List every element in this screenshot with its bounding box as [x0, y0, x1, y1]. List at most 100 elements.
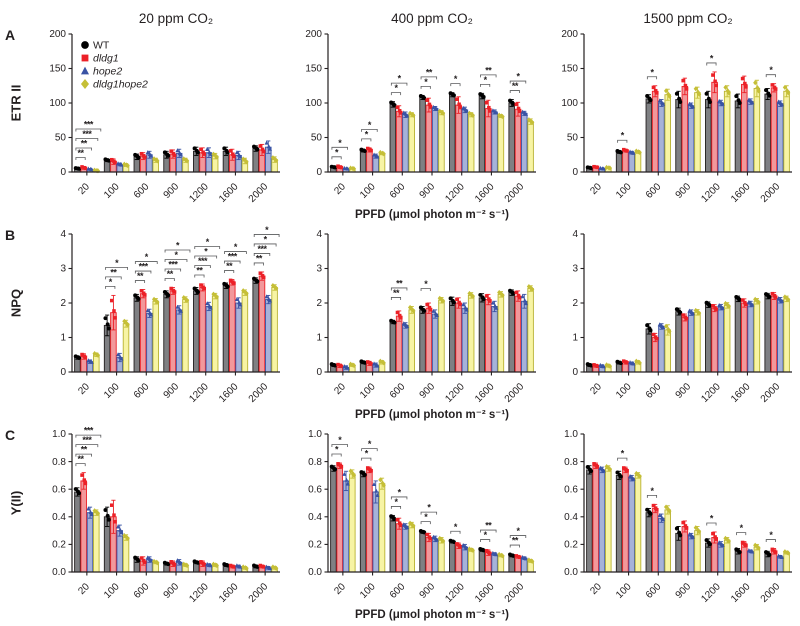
triangle-marker [490, 550, 495, 555]
x-tick-label: 600 [388, 381, 408, 401]
bar [116, 530, 123, 573]
diamond-marker [381, 482, 386, 488]
bar [694, 530, 701, 573]
triangle-marker [690, 104, 695, 109]
x-tick-label: 1200 [443, 381, 467, 405]
triangle-marker [115, 161, 121, 166]
sig-bracket [420, 86, 431, 89]
y-tick-label: 0.0 [52, 567, 66, 578]
row-b-gutter: B NPQ [0, 226, 32, 426]
diamond-marker [663, 504, 669, 510]
bar [514, 295, 522, 373]
circle-marker [511, 553, 516, 558]
y-tick-label: 0.6 [52, 484, 66, 495]
square-marker [172, 153, 177, 158]
square-marker [369, 148, 373, 153]
triangle-marker [149, 312, 154, 317]
circle-marker [195, 289, 200, 294]
sig-stars: ** [81, 445, 88, 455]
sig-stars: ** [78, 148, 85, 158]
bar [395, 315, 403, 373]
triangle-marker [267, 566, 273, 571]
triangle-marker [631, 361, 636, 366]
square-marker [81, 54, 89, 62]
diamond-marker [411, 112, 416, 118]
square-marker [714, 83, 719, 88]
sig-stars: * [710, 513, 714, 523]
square-marker [369, 362, 373, 366]
sig-bracket [480, 83, 491, 87]
bar [152, 300, 159, 373]
y-tick-label: 0.2 [308, 540, 322, 551]
circle-marker [767, 93, 772, 98]
column-headers: 20 ppm CO₂ 400 ppm CO₂ 1500 ppm CO₂ [0, 0, 800, 26]
column-title-400ppm: 400 ppm CO₂ [391, 11, 473, 26]
sig-bracket [75, 434, 102, 438]
sig-bracket [105, 286, 116, 289]
diamond-marker [244, 159, 249, 165]
bar [645, 98, 653, 173]
x-tick-label: 2000 [247, 581, 271, 605]
bar [235, 302, 242, 373]
triangle-marker [149, 153, 154, 158]
y-tick-label: 2 [60, 298, 66, 309]
sig-bracket [736, 532, 747, 536]
bar [402, 526, 409, 573]
circle-marker [392, 320, 397, 325]
circle-marker [255, 147, 260, 152]
bar [723, 304, 731, 373]
row-c-panels: ** ** *** *** 0.0 0.2 0.4 0.6 0.8 1.0 20 100 600 900 1… [32, 426, 800, 626]
bar [425, 104, 433, 173]
bar [741, 83, 748, 173]
square-marker [202, 286, 207, 291]
sig-bracket [390, 496, 408, 500]
square-marker [82, 478, 87, 482]
square-marker [261, 149, 266, 154]
sig-stars: ** [393, 288, 400, 298]
square-marker [365, 466, 370, 470]
triangle-marker [401, 110, 406, 115]
square-marker [258, 144, 263, 148]
sig-bracket [164, 249, 191, 253]
square-marker [595, 464, 600, 469]
x-tick-label: 1200 [443, 581, 467, 605]
triangle-marker [490, 108, 495, 113]
sig-bracket [331, 146, 348, 150]
bar [258, 275, 266, 373]
triangle-marker [779, 102, 785, 107]
circle-marker [362, 149, 367, 154]
sig-bracket [105, 267, 128, 270]
sig-stars: * [484, 530, 488, 540]
triangle-marker [779, 298, 785, 303]
y-tick-label: 1 [60, 333, 66, 344]
x-tick-label: 100 [614, 581, 634, 601]
sig-bracket [450, 83, 461, 87]
square-marker [80, 473, 84, 477]
bar [508, 292, 515, 373]
sig-stars: *** [84, 119, 94, 129]
x-tick-label: 1600 [729, 581, 753, 605]
bar [175, 309, 183, 373]
diamond-marker [637, 473, 642, 479]
square-marker [773, 550, 778, 554]
bar [378, 483, 386, 573]
sig-stars: * [176, 240, 180, 250]
square-marker [455, 297, 459, 302]
diamond-marker [92, 508, 97, 514]
bar [497, 115, 505, 173]
bar [491, 305, 498, 373]
y-tick-label: 0.4 [308, 512, 322, 523]
y-tick-label: 3 [316, 264, 322, 275]
triangle-marker [627, 360, 633, 365]
y-tick-label: 4 [572, 229, 578, 240]
bar [598, 469, 606, 573]
bar [658, 326, 665, 373]
square-marker [487, 105, 491, 110]
circle-marker [81, 41, 89, 49]
y-tick-label: 0 [316, 367, 322, 378]
bar [634, 474, 642, 573]
circle-marker [77, 166, 82, 171]
y-tick-label: 200 [561, 29, 578, 40]
diamond-marker [666, 506, 671, 513]
square-marker [770, 291, 775, 296]
